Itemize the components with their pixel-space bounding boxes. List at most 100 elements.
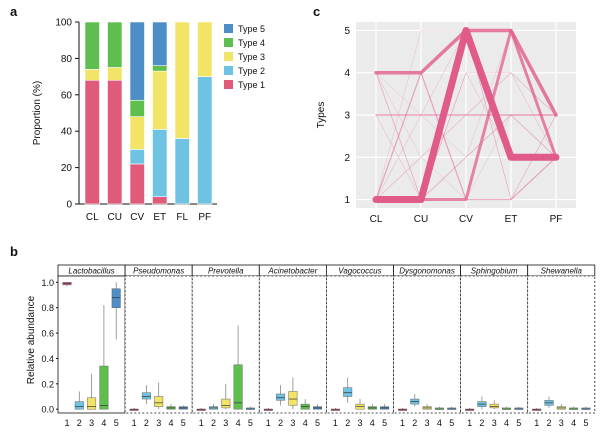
x-tick-label: 1 bbox=[132, 418, 137, 428]
legend-swatch bbox=[224, 38, 233, 47]
facet-title: Prevotella bbox=[208, 267, 244, 276]
x-tick-label: 2 bbox=[144, 418, 149, 428]
y-tick-label: 60 bbox=[61, 90, 73, 101]
x-tick-label: ET bbox=[153, 212, 166, 223]
y-tick-label: 0.6 bbox=[41, 329, 54, 339]
facet-panel: Sphingobium 1 2 3 4 5 bbox=[460, 264, 529, 428]
facet-panel: Dysgonomonas 1 2 3 4 5 bbox=[393, 264, 461, 428]
facet-frame bbox=[460, 275, 529, 414]
x-tick-label: 4 bbox=[168, 418, 173, 428]
x-tick-label: 1 bbox=[467, 418, 472, 428]
y-tick-label: 0.0 bbox=[41, 405, 54, 415]
box bbox=[489, 403, 499, 409]
x-tick-label: CL bbox=[86, 212, 99, 223]
x-tick-label: 4 bbox=[370, 418, 375, 428]
x-tick-label: 1 bbox=[534, 418, 539, 428]
legend-swatch bbox=[224, 66, 233, 75]
facet-frame bbox=[393, 275, 461, 414]
box bbox=[343, 387, 353, 397]
facet-frame bbox=[325, 275, 394, 414]
bar-segment bbox=[107, 79, 123, 205]
facet-title: Shewanella bbox=[541, 267, 583, 276]
bar-segment bbox=[107, 21, 123, 68]
x-tick-label: 5 bbox=[583, 418, 588, 428]
x-tick-label: 3 bbox=[425, 418, 430, 428]
x-tick-label: 4 bbox=[571, 418, 576, 428]
x-tick-label: 1 bbox=[64, 418, 69, 428]
y-tick-label: 5 bbox=[344, 26, 350, 37]
facet-panel: Pseudomonas 1 2 3 4 5 bbox=[124, 264, 193, 428]
bar-segment bbox=[129, 116, 145, 150]
x-tick-label: 3 bbox=[89, 418, 94, 428]
x-tick-label: CV bbox=[130, 212, 144, 223]
bar-segment bbox=[152, 129, 168, 198]
bar-segment bbox=[174, 21, 190, 139]
facet-panel: Acinetobacter 1 2 3 4 5 bbox=[258, 264, 327, 428]
facet-title: Pseudomonas bbox=[133, 267, 184, 276]
bar-segment bbox=[84, 79, 100, 205]
box bbox=[99, 365, 109, 410]
facet-title: Dysgonomonas bbox=[399, 267, 455, 276]
x-tick-label: 2 bbox=[546, 418, 551, 428]
bar-segment bbox=[129, 163, 145, 205]
x-tick-label: ET bbox=[505, 214, 518, 225]
x-tick-label: 2 bbox=[77, 418, 82, 428]
y-tick-label: 20 bbox=[61, 163, 73, 174]
legend-swatch bbox=[224, 52, 233, 61]
x-tick-label: 4 bbox=[437, 418, 442, 428]
x-tick-label: 1 bbox=[333, 418, 338, 428]
y-tick-label: 40 bbox=[61, 127, 73, 138]
x-tick-label: PF bbox=[550, 214, 563, 225]
facet-title: Lactobacillus bbox=[68, 267, 114, 276]
facet-title: Vagococcus bbox=[338, 267, 381, 276]
facet-panel: Prevotella 1 2 3 4 5 bbox=[191, 264, 260, 428]
x-tick-label: 5 bbox=[114, 418, 119, 428]
bar-segment bbox=[129, 149, 145, 165]
y-axis-title: Proportion (%) bbox=[32, 81, 43, 145]
x-tick-label: 4 bbox=[101, 418, 106, 428]
bar-segment bbox=[197, 21, 213, 77]
bar-segment bbox=[152, 21, 168, 66]
box bbox=[154, 396, 164, 407]
x-tick-label: 2 bbox=[412, 418, 417, 428]
x-tick-label: 1 bbox=[400, 418, 405, 428]
x-tick-label: 3 bbox=[559, 418, 564, 428]
box bbox=[111, 288, 121, 308]
facet-title: Sphingobium bbox=[471, 267, 518, 276]
x-tick-label: 5 bbox=[516, 418, 521, 428]
box bbox=[87, 397, 97, 410]
x-tick-label: 3 bbox=[290, 418, 295, 428]
panel-label-c: c bbox=[313, 4, 320, 19]
x-tick-label: 5 bbox=[449, 418, 454, 428]
y-tick-label: 100 bbox=[55, 18, 72, 29]
bar-segment bbox=[197, 76, 213, 205]
y-tick-label: 4 bbox=[344, 68, 350, 79]
y-tick-label: 2 bbox=[344, 153, 350, 164]
box bbox=[221, 398, 231, 409]
y-tick-label: 0.4 bbox=[41, 354, 54, 364]
facet-panel: Shewanella 1 2 3 4 5 bbox=[527, 264, 596, 428]
x-tick-label: CU bbox=[414, 214, 428, 225]
box bbox=[288, 391, 298, 406]
y-tick-label: 80 bbox=[61, 54, 73, 65]
facet-panel: Lactobacillus 1 2 3 4 5 bbox=[57, 264, 126, 428]
box bbox=[141, 392, 151, 400]
y-tick-label: 0 bbox=[66, 200, 72, 211]
bar-segment bbox=[84, 21, 100, 70]
x-tick-label: 4 bbox=[303, 418, 308, 428]
box bbox=[233, 364, 243, 410]
y-tick-label: 1 bbox=[344, 195, 350, 206]
facet-title: Acinetobacter bbox=[267, 267, 317, 276]
legend-label: Type 4 bbox=[238, 38, 265, 48]
y-axis-title: Relative abundance bbox=[26, 295, 37, 384]
bar-segment bbox=[129, 21, 145, 101]
legend-swatch bbox=[224, 80, 233, 89]
bar-segment bbox=[107, 67, 123, 81]
flow-line bbox=[372, 26, 560, 204]
x-tick-label: 3 bbox=[492, 418, 497, 428]
x-tick-label: 1 bbox=[199, 418, 204, 428]
bar-segment bbox=[152, 70, 168, 130]
x-tick-label: 2 bbox=[345, 418, 350, 428]
legend-label: Type 1 bbox=[238, 80, 265, 90]
